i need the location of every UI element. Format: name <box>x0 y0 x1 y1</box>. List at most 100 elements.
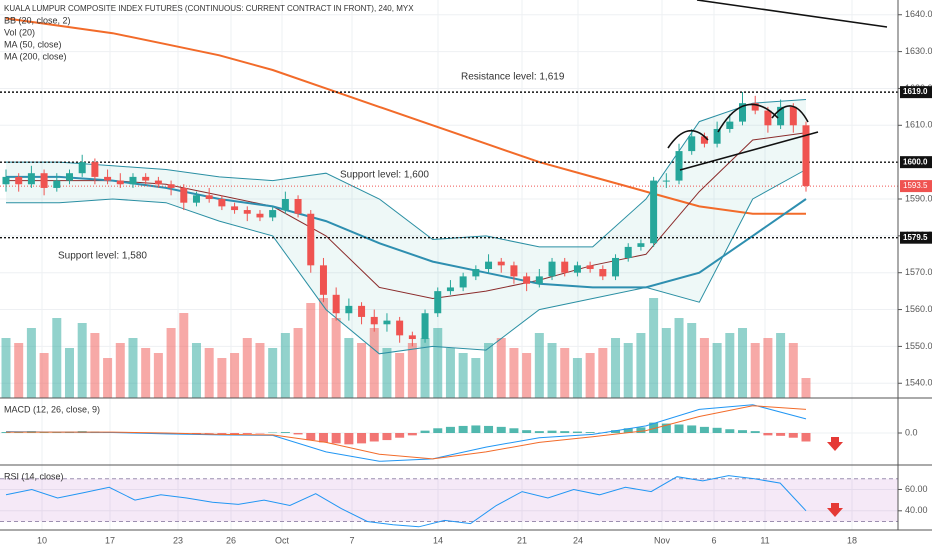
x-tick-label: 26 <box>226 535 236 545</box>
macd-histogram-bar <box>788 433 798 438</box>
volume-bar <box>585 353 595 398</box>
volume-bar <box>750 343 760 398</box>
y-tick-label: 60.00 <box>905 484 928 494</box>
volume-bar <box>407 343 417 398</box>
volume-bar <box>471 358 481 398</box>
volume-bar <box>306 303 316 398</box>
x-tick-label: 14 <box>433 535 443 545</box>
volume-bar <box>801 378 811 398</box>
trend-line <box>696 0 888 28</box>
volume-bar <box>153 353 163 398</box>
candle-body <box>764 110 772 126</box>
candle-body <box>383 320 391 325</box>
volume-bar <box>64 348 74 398</box>
candle-body <box>281 199 289 211</box>
level-label: 1579.5 <box>903 233 928 242</box>
macd-histogram-bar <box>547 430 557 433</box>
candle-body <box>408 335 416 340</box>
macd-histogram-bar <box>661 423 671 433</box>
candle-body <box>739 103 747 122</box>
candle-body <box>154 180 162 185</box>
macd-histogram-bar <box>318 433 328 443</box>
level-label: 1619.0 <box>903 87 928 96</box>
pane-title: MACD (12, 26, close, 9) <box>4 404 100 414</box>
legend-item: Vol (20) <box>4 27 35 37</box>
macd-histogram-bar <box>674 424 684 433</box>
neckline <box>679 131 819 171</box>
volume-bar <box>230 353 240 398</box>
macd-histogram-bar <box>649 422 659 433</box>
volume-bar <box>623 343 633 398</box>
volume-bar <box>788 343 798 398</box>
candle-body <box>573 265 581 273</box>
candle-body <box>434 291 442 314</box>
macd-histogram-bar <box>738 430 748 433</box>
candle-body <box>319 265 327 295</box>
macd-histogram-bar <box>585 432 595 433</box>
candle-body <box>78 162 86 174</box>
macd-histogram-bar <box>750 431 760 433</box>
volume-bar <box>445 348 455 398</box>
annotation: Support level: 1,600 <box>340 170 429 181</box>
x-tick-label: 11 <box>760 535 769 545</box>
volume-bar <box>712 343 722 398</box>
macd-histogram-bar <box>293 433 303 435</box>
candle-body <box>637 243 645 247</box>
x-tick-label: 24 <box>573 535 583 545</box>
candle-body <box>53 180 61 188</box>
volume-bar <box>331 318 341 398</box>
last-price-label: 1593.5 <box>903 181 928 190</box>
candle-body <box>612 257 620 277</box>
chart-title: KUALA LUMPUR COMPOSITE INDEX FUTURES (CO… <box>4 4 414 13</box>
candle-body <box>485 261 493 270</box>
candle-body <box>129 176 137 185</box>
volume-bar <box>534 333 544 398</box>
bb-fill <box>6 99 806 354</box>
volume-bar <box>14 343 24 398</box>
macd-histogram-bar <box>395 433 405 438</box>
macd-histogram-bar <box>458 425 468 433</box>
volume-bar <box>776 333 786 398</box>
volume-bar <box>52 318 62 398</box>
level-label-box <box>900 231 932 244</box>
y-tick-label: 1640.0 <box>905 9 932 19</box>
macd-histogram-bar <box>344 433 354 445</box>
volume-bar <box>293 328 303 398</box>
candle-body <box>269 210 277 218</box>
candle-body <box>675 151 683 181</box>
y-tick-label: 1590.0 <box>905 193 932 203</box>
last-price-box <box>900 180 932 193</box>
ma200-line <box>5 17 806 215</box>
macd-histogram-bar <box>217 433 227 434</box>
volume-bar <box>725 333 735 398</box>
legend-item: MA (50, close) <box>4 39 62 49</box>
volume-bar <box>204 348 214 398</box>
volume-bar <box>128 338 138 398</box>
y-tick-label: 40.00 <box>905 505 928 515</box>
annotation: Resistance level: 1,619 <box>461 72 565 83</box>
macd-histogram-bar <box>534 431 544 433</box>
candle-body <box>65 173 73 181</box>
x-tick-label: Nov <box>654 535 671 545</box>
volume-bar <box>598 348 608 398</box>
x-tick-label: 10 <box>37 535 47 545</box>
volume-bar <box>1 338 11 398</box>
macd-histogram-bar <box>420 430 430 433</box>
volume-bar <box>382 348 392 398</box>
macd-histogram-bar <box>433 428 443 433</box>
bb-basis <box>6 132 807 300</box>
x-tick-label: Oct <box>275 535 290 545</box>
candle-body <box>256 213 264 218</box>
macd-histogram-bar <box>496 426 506 433</box>
candle-body <box>472 269 480 277</box>
legend: KUALA LUMPUR COMPOSITE INDEX FUTURES (CO… <box>4 4 414 481</box>
candle-body <box>777 106 785 126</box>
candle-body <box>624 246 632 258</box>
volume-bar <box>242 338 252 398</box>
macd-histogram-bar <box>801 433 811 442</box>
candle-body <box>751 103 759 111</box>
macd-histogram-bar <box>522 430 532 433</box>
x-tick-label: 17 <box>105 535 115 545</box>
macd-histogram-bar <box>369 433 379 442</box>
candle-body <box>243 210 251 214</box>
